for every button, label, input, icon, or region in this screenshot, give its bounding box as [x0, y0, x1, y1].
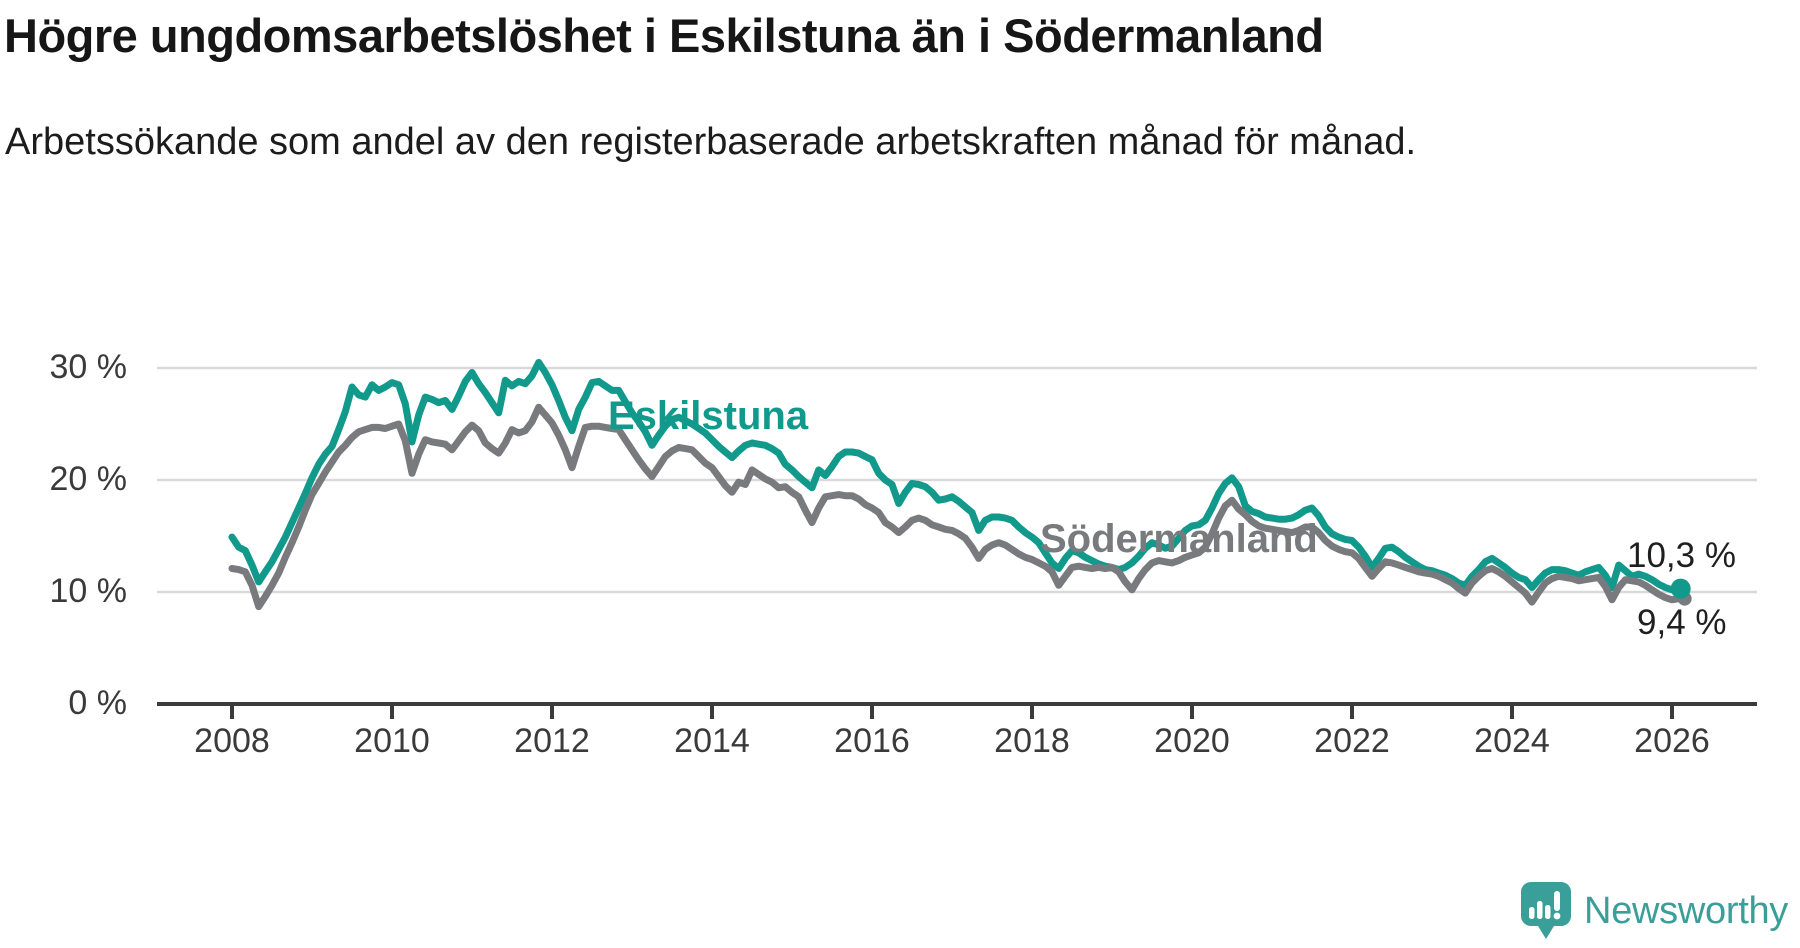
newsworthy-wordmark: Newsworthy	[1584, 889, 1788, 932]
x-tick-label-2016: 2016	[834, 722, 910, 760]
chart-title: Högre ungdomsarbetslöshet i Eskilstuna ä…	[4, 9, 1324, 62]
y-tick-label-10: 10 %	[49, 572, 128, 610]
x-tick-label-2010: 2010	[354, 722, 430, 760]
newsworthy-icon	[1521, 882, 1572, 939]
end-value-eskilstuna: 10,3 %	[1627, 536, 1736, 575]
eskilstuna-end-dot	[1670, 578, 1691, 599]
chart-subtitle: Arbetssökande som andel av den registerb…	[5, 121, 1417, 163]
eskilstuna-line	[228, 358, 1683, 594]
y-tick-label-20: 20 %	[49, 460, 128, 498]
x-tick-label-2014: 2014	[674, 722, 750, 760]
x-tick-label-2024: 2024	[1474, 722, 1550, 760]
x-tick-label-2022: 2022	[1314, 722, 1390, 760]
x-tick-label-2012: 2012	[514, 722, 590, 760]
end-value-sodermanland: 9,4 %	[1637, 603, 1727, 642]
x-tick-label-2008: 2008	[194, 722, 270, 760]
x-tick-label-2026: 2026	[1634, 722, 1710, 760]
sodermanland-line	[228, 403, 1683, 611]
x-tick-label-2018: 2018	[994, 722, 1070, 760]
y-tick-label-0: 0 %	[68, 684, 127, 722]
newsworthy-logo: Newsworthy	[1521, 882, 1788, 940]
series-label-eskilstuna: Eskilstuna	[608, 394, 809, 438]
y-tick-label-30: 30 %	[49, 348, 128, 386]
x-tick-label-2020: 2020	[1154, 722, 1230, 760]
series-label-sodermanland: Södermanland	[1040, 517, 1318, 561]
